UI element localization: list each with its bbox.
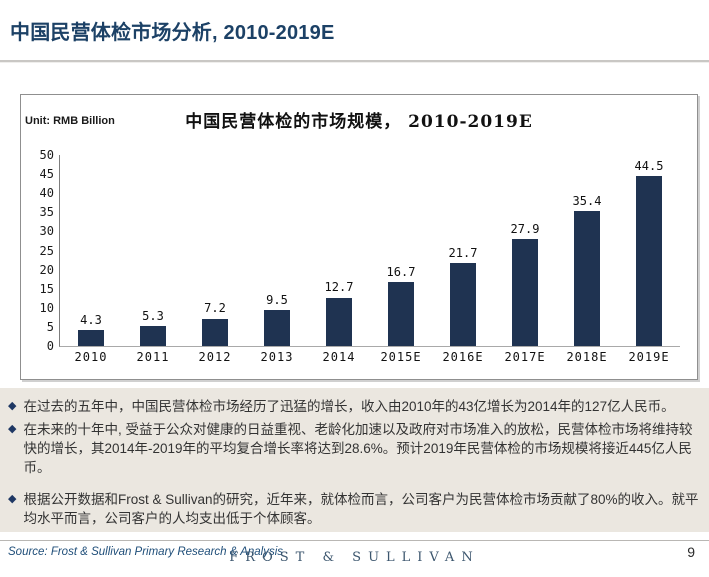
analysis-bullet-list: ◆ 在过去的五年中，中国民营体检市场经历了迅猛的增长，收入由2010年的43亿增长… [0,388,709,532]
chart-title: 中国民营体检的市场规模， 2010-2019E [185,112,533,132]
diamond-bullet-icon: ◆ [8,400,17,412]
bar-value-label: 44.5 [634,159,664,173]
bar [202,318,228,346]
bullet-text: 在过去的五年中，中国民营体检市场经历了迅猛的增长，收入由2010年的43亿增长为… [23,399,675,414]
y-tick-label: 30 [39,224,54,239]
y-tick-label: 45 [39,167,54,182]
bullet-item: ◆ 根据公开数据和Frost & Sullivan的研究，近年来，就体检而言，公司… [8,490,701,528]
bar-value-label: 4.3 [80,312,102,327]
x-tick-label: 2018E [566,350,608,364]
page-title: 中国民营体检市场分析, 2010-2019E [10,22,335,44]
bar-value-label: 27.9 [510,222,540,237]
x-tick-label: 2010 [74,350,108,364]
bar-value-label: 16.7 [386,265,416,280]
header-divider [0,60,709,63]
bar [574,210,600,346]
diamond-bullet-icon: ◆ [8,492,17,505]
bar-chart-plot-area: 0 5 10 15 20 25 30 35 40 45 50 4.3 2010 5.3 2011 7.2 201… [40,148,680,364]
x-tick-label: 2014 [322,350,356,364]
footer-divider [0,540,709,541]
x-tick-label: 2013 [260,350,294,364]
y-tick-label: 5 [46,319,54,334]
x-tick-label: 2015E [380,350,422,364]
chart-panel: Unit: RMB Billion 中国民营体检的市场规模， 2010-2019… [20,94,698,380]
x-tick-label: 2016E [442,350,484,364]
y-tick-label: 25 [39,243,54,258]
page-number: 9 [687,544,695,560]
bar-value-label: 7.2 [204,301,226,316]
bullet-item: ◆ 在未来的十年中, 受益于公众对健康的日益重视、老龄化加速以及政府对市场准入的放… [8,420,701,477]
source-note: Source: Frost & Sullivan Primary Researc… [8,546,284,558]
y-tick-label: 50 [39,148,54,162]
x-tick-label: 2017E [504,350,546,364]
bar [636,176,662,346]
bar-value-label: 12.7 [324,280,354,295]
bullet-text: 根据公开数据和Frost & Sullivan的研究，近年来，就体检而言，公司客… [23,491,699,526]
x-tick-label: 2019E [628,350,670,364]
frost-sullivan-logo: FROST & SULLIVAN [229,550,480,565]
bar [512,239,538,346]
x-tick-label: 2011 [136,350,170,364]
y-tick-label: 35 [39,205,54,220]
bar-value-label: 5.3 [142,308,164,323]
bar [388,282,414,346]
bar-value-label: 9.5 [266,292,288,307]
y-tick-label: 0 [46,339,54,353]
y-tick-label: 20 [39,262,54,277]
bar [78,329,104,346]
chart-unit-label: Unit: RMB Billion [25,115,115,127]
y-tick-label: 40 [39,186,54,201]
bullet-item: ◆ 在过去的五年中，中国民营体检市场经历了迅猛的增长，收入由2010年的43亿增长… [8,397,701,416]
bar-value-label: 21.7 [448,246,478,261]
x-tick-label: 2012 [198,350,232,364]
bullet-text: 在未来的十年中, 受益于公众对健康的日益重视、老龄化加速以及政府对市场准入的放松… [23,422,693,476]
bar [450,263,476,346]
bar [140,325,166,346]
y-tick-label: 10 [39,300,54,315]
y-tick-label: 15 [39,281,54,296]
bar-value-label: 35.4 [572,193,602,208]
diamond-bullet-icon: ◆ [8,423,17,436]
bar [326,297,352,346]
bar [264,309,290,346]
